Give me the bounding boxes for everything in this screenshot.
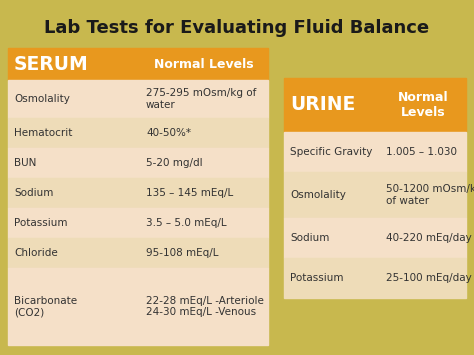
Text: Chloride: Chloride <box>14 248 58 258</box>
Bar <box>8 238 268 268</box>
Text: Potassium: Potassium <box>290 273 344 283</box>
Text: Normal Levels: Normal Levels <box>154 58 254 71</box>
Text: 40-50%*: 40-50%* <box>146 128 191 138</box>
Bar <box>284 78 466 132</box>
Bar <box>8 48 268 80</box>
Text: BUN: BUN <box>14 158 36 168</box>
Text: Sodium: Sodium <box>14 188 54 198</box>
Text: 135 – 145 mEq/L: 135 – 145 mEq/L <box>146 188 233 198</box>
Bar <box>8 208 268 238</box>
Text: Potassium: Potassium <box>14 218 67 228</box>
Text: Osmolality: Osmolality <box>14 94 70 104</box>
Text: Osmolality: Osmolality <box>290 190 346 200</box>
Bar <box>8 268 268 345</box>
Bar <box>284 132 466 172</box>
Text: 1.005 – 1.030: 1.005 – 1.030 <box>386 147 457 157</box>
Bar <box>8 80 268 118</box>
Text: 50-1200 mOsm/kg
of water: 50-1200 mOsm/kg of water <box>386 184 474 206</box>
Text: 25-100 mEq/day: 25-100 mEq/day <box>386 273 472 283</box>
Text: SERUM: SERUM <box>14 55 89 73</box>
Text: 5-20 mg/dl: 5-20 mg/dl <box>146 158 202 168</box>
Bar <box>8 118 268 148</box>
Text: URINE: URINE <box>290 95 355 115</box>
Bar <box>284 172 466 218</box>
Text: Specific Gravity: Specific Gravity <box>290 147 373 157</box>
Bar <box>8 178 268 208</box>
Text: Lab Tests for Evaluating Fluid Balance: Lab Tests for Evaluating Fluid Balance <box>45 19 429 37</box>
Text: 22-28 mEq/L -Arteriole
24-30 mEq/L -Venous: 22-28 mEq/L -Arteriole 24-30 mEq/L -Veno… <box>146 296 264 317</box>
Text: 3.5 – 5.0 mEq/L: 3.5 – 5.0 mEq/L <box>146 218 227 228</box>
Text: 95-108 mEq/L: 95-108 mEq/L <box>146 248 219 258</box>
Text: Sodium: Sodium <box>290 233 329 243</box>
Bar <box>284 258 466 298</box>
Text: 40-220 mEq/day: 40-220 mEq/day <box>386 233 472 243</box>
Text: 275-295 mOsm/kg of
water: 275-295 mOsm/kg of water <box>146 88 256 110</box>
Bar <box>8 148 268 178</box>
Text: Normal
Levels: Normal Levels <box>398 91 448 119</box>
Text: Bicarbonate
(CO2): Bicarbonate (CO2) <box>14 296 77 317</box>
Bar <box>284 218 466 258</box>
Text: Hematocrit: Hematocrit <box>14 128 73 138</box>
